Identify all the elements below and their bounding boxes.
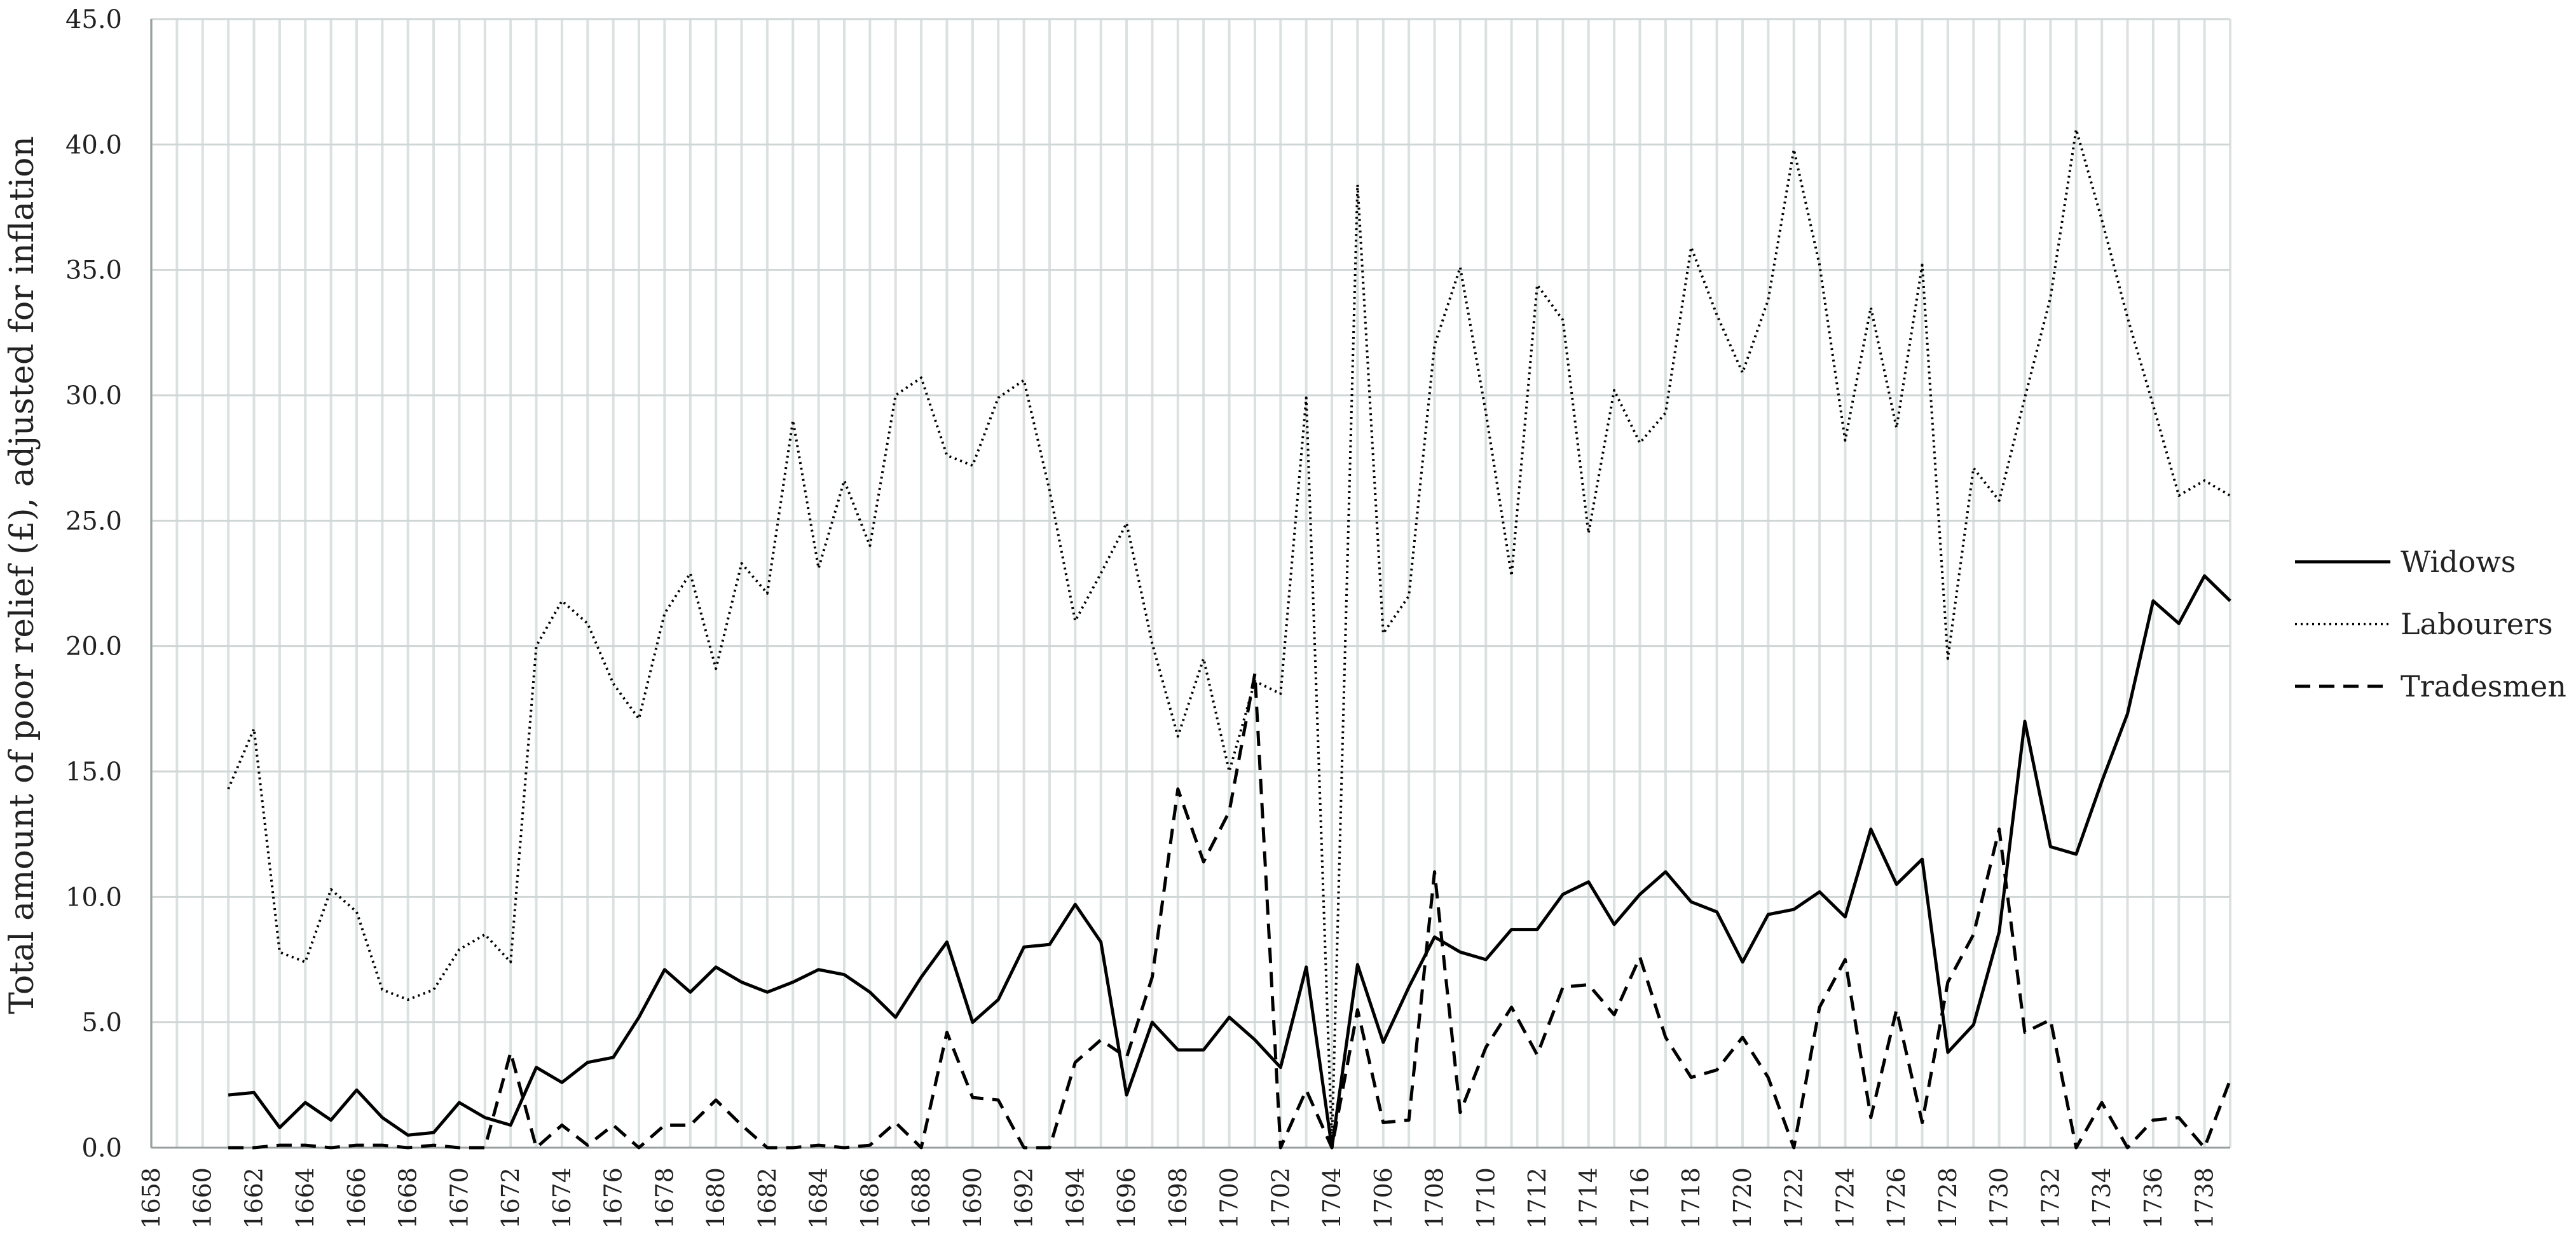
x-tick-label: 1678 (650, 1167, 678, 1229)
y-tick-label: 5.0 (81, 1009, 122, 1038)
x-tick-label: 1708 (1421, 1167, 1449, 1229)
x-tick-label: 1696 (1113, 1167, 1141, 1229)
y-axis-label: Total amount of poor relief (£), adjuste… (3, 136, 41, 1014)
x-tick-label: 1730 (1985, 1167, 2013, 1229)
legend-label-labourers: Labourers (2401, 607, 2553, 641)
x-tick-label: 1668 (394, 1167, 422, 1229)
x-tick-label: 1702 (1266, 1167, 1294, 1229)
x-tick-label: 1660 (189, 1167, 217, 1229)
x-tick-label: 1712 (1523, 1167, 1551, 1229)
x-tick-label: 1728 (1934, 1167, 1962, 1229)
x-tick-label: 1662 (240, 1167, 268, 1229)
x-tick-label: 1694 (1061, 1167, 1089, 1229)
x-tick-label: 1674 (548, 1167, 576, 1229)
x-tick-label: 1686 (856, 1167, 884, 1229)
x-tick-label: 1720 (1729, 1167, 1757, 1229)
x-tick-label: 1724 (1831, 1167, 1859, 1229)
grid (150, 18, 2231, 1149)
x-tick-label: 1692 (1010, 1167, 1038, 1229)
x-tick-label: 1658 (137, 1167, 165, 1229)
x-tick-label: 1718 (1677, 1167, 1705, 1229)
x-tick-label: 1690 (959, 1167, 987, 1229)
y-tick-label: 20.0 (65, 632, 122, 662)
y-tick-label: 15.0 (65, 757, 122, 787)
x-tick-label: 1672 (497, 1167, 524, 1229)
axes: 0.0 5.0 10.0 15.0 20.0 25.0 30.0 35.0 40.0 45.0 16… (65, 5, 2230, 1229)
x-tick-label: 1666 (343, 1167, 371, 1229)
x-tick-label: 1738 (2191, 1167, 2219, 1229)
x-tick-label: 1664 (291, 1167, 319, 1229)
y-tick-label: 10.0 (65, 883, 122, 912)
y-tick-label: 25.0 (65, 506, 122, 536)
x-tick-label: 1670 (445, 1167, 473, 1229)
x-tick-label: 1736 (2139, 1167, 2167, 1229)
x-tick-label: 1734 (2088, 1167, 2116, 1229)
x-tick-label: 1706 (1369, 1167, 1397, 1229)
x-tick-label: 1704 (1318, 1167, 1346, 1229)
y-tick-label: 35.0 (65, 256, 122, 285)
x-tick-label: 1732 (2036, 1167, 2064, 1229)
series-line-tradesmen (228, 672, 2232, 1150)
x-tick-label: 1676 (599, 1167, 627, 1229)
x-tick-label: 1700 (1216, 1167, 1243, 1229)
x-tick-label: 1684 (805, 1167, 833, 1229)
y-tick-label: 30.0 (65, 381, 122, 411)
x-tick-label: 1710 (1472, 1167, 1500, 1229)
legend-label-tradesmen: Tradesmen (2401, 669, 2566, 703)
x-tick-label: 1680 (702, 1167, 730, 1229)
y-tick-label: 45.0 (65, 5, 122, 34)
x-tick-label: 1722 (1780, 1167, 1808, 1229)
x-tick-label: 1716 (1626, 1167, 1654, 1229)
legend: Widows Labourers Tradesmen (2295, 545, 2566, 703)
x-tick-label: 1682 (753, 1167, 781, 1229)
y-tick-label: 40.0 (65, 130, 122, 160)
x-tick-label: 1714 (1575, 1167, 1603, 1229)
series-line-widows (228, 574, 2231, 1150)
y-tick-label: 0.0 (81, 1134, 122, 1163)
x-tick-label: 1688 (907, 1167, 935, 1229)
x-tick-label: 1698 (1164, 1167, 1192, 1229)
series-lines (227, 128, 2232, 1150)
legend-label-widows: Widows (2401, 545, 2516, 579)
x-tick-label: 1726 (1882, 1167, 1910, 1229)
y-axis-label-group: Total amount of poor relief (£), adjuste… (3, 136, 41, 1014)
